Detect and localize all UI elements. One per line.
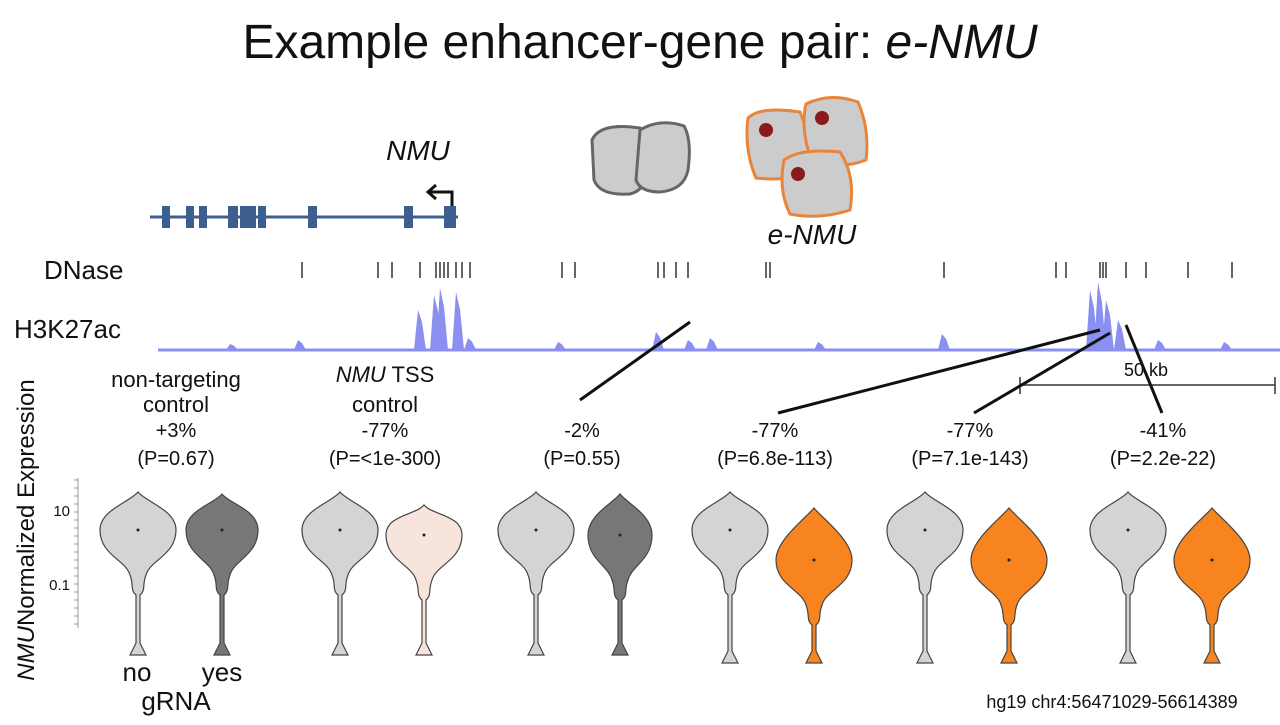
- y-axis-italic: NMU: [13, 625, 40, 680]
- signal-peak: [814, 342, 826, 350]
- signal-peak: [414, 310, 426, 350]
- change: -2%: [564, 420, 600, 442]
- signal-peak: [1094, 282, 1106, 350]
- median: [1126, 528, 1130, 532]
- violin: [886, 491, 964, 664]
- enhancer-label: e-NMU: [768, 219, 857, 250]
- title-text: Example enhancer-gene pair:: [242, 16, 885, 69]
- group-label: NMU TSS: [336, 362, 435, 387]
- signal-peak: [1154, 340, 1166, 350]
- x-label: yes: [202, 657, 242, 687]
- violin: [970, 507, 1048, 664]
- signal-peak: [706, 338, 718, 350]
- median: [338, 528, 342, 532]
- exon: [258, 206, 266, 228]
- signal-peak: [684, 340, 696, 350]
- violin: [691, 491, 769, 664]
- signal-peak: [452, 292, 464, 350]
- signal-peak: [1220, 342, 1232, 350]
- group-label-italic: NMU: [336, 362, 386, 387]
- exon: [308, 206, 317, 228]
- change: -77%: [362, 420, 409, 442]
- median: [422, 533, 426, 537]
- y-tick-label: 0.1: [49, 577, 70, 594]
- exon: [444, 206, 456, 228]
- marker: [815, 111, 829, 125]
- p-value: (P=0.67): [137, 448, 214, 470]
- p-value: (P=0.55): [543, 448, 620, 470]
- median: [136, 528, 140, 532]
- violin: [775, 507, 853, 664]
- signal-peak: [1114, 320, 1126, 350]
- marker: [791, 167, 805, 181]
- connector: [1124, 324, 1164, 414]
- median: [728, 528, 732, 532]
- artwork: [150, 96, 1280, 394]
- y-axis-label: NMUNormalized Expression: [13, 379, 40, 680]
- median: [220, 528, 224, 532]
- x-title: gRNA: [141, 686, 211, 716]
- connector: [579, 320, 691, 402]
- p-value: (P=<1e-300): [329, 448, 441, 470]
- violin: [301, 491, 379, 656]
- signal-peak: [554, 342, 566, 350]
- exon: [162, 206, 170, 228]
- signal-peak: [294, 340, 306, 350]
- tss-arrow: [425, 183, 454, 210]
- violin: [1089, 491, 1167, 664]
- change: +3%: [156, 420, 197, 442]
- p-value: (P=6.8e-113): [717, 448, 833, 470]
- gene-label: NMU: [386, 135, 451, 166]
- median: [534, 528, 538, 532]
- median: [1210, 558, 1214, 562]
- p-value: (P=2.2e-22): [1110, 448, 1216, 470]
- track-label: DNase: [44, 255, 123, 285]
- x-label: no: [123, 657, 152, 687]
- group-label: non-targeting: [111, 367, 241, 392]
- change: -77%: [947, 420, 994, 442]
- marker: [759, 123, 773, 137]
- cell: [634, 121, 691, 194]
- cell: [780, 149, 854, 218]
- p-value: (P=7.1e-143): [911, 448, 1028, 470]
- median: [618, 533, 622, 537]
- signal-peak: [464, 338, 476, 350]
- title: Example enhancer-gene pair: e-NMU: [242, 16, 1037, 69]
- violin: [385, 504, 463, 656]
- exon: [199, 206, 207, 228]
- exon: [404, 206, 413, 228]
- exon: [228, 206, 238, 228]
- exon: [240, 206, 256, 228]
- group-label: control: [143, 392, 209, 417]
- track-label: H3K27ac: [14, 314, 121, 344]
- connector: [973, 331, 1111, 415]
- signal-peak: [226, 344, 238, 350]
- violin: [99, 491, 177, 656]
- signal-peak: [938, 334, 950, 350]
- violin: [587, 493, 653, 656]
- violin: [185, 493, 259, 656]
- change: -41%: [1140, 420, 1187, 442]
- violin: [1173, 507, 1251, 664]
- signal-peak: [436, 288, 448, 350]
- median: [812, 558, 816, 562]
- connector: [777, 328, 1101, 415]
- median: [1007, 558, 1011, 562]
- exon: [186, 206, 194, 228]
- change: -77%: [752, 420, 799, 442]
- violin: [497, 491, 575, 656]
- y-tick-label: 10: [53, 503, 70, 520]
- title-italic: e-NMU: [886, 16, 1038, 69]
- y-axis-text: Normalized Expression: [13, 379, 40, 626]
- median: [923, 528, 927, 532]
- group-label-text: TSS: [386, 362, 435, 387]
- footer: hg19 chr4:56471029-56614389: [986, 692, 1237, 712]
- group-label: control: [352, 392, 418, 417]
